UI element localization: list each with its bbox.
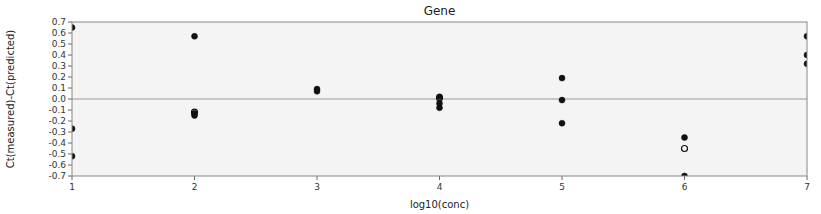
open-point — [682, 146, 688, 152]
open-point — [437, 95, 443, 101]
x-tick — [439, 176, 440, 180]
y-tick — [68, 44, 72, 45]
x-tick-label: 3 — [314, 182, 320, 192]
y-tick-label: -0.2 — [48, 116, 66, 126]
y-tick-label: -0.3 — [48, 127, 66, 137]
point — [314, 88, 320, 94]
y-tick — [68, 110, 72, 111]
y-tick-label: -0.7 — [48, 171, 66, 181]
y-tick — [68, 121, 72, 122]
x-tick — [72, 176, 73, 180]
x-tick-label: 4 — [437, 182, 443, 192]
open-point — [192, 109, 198, 115]
y-tick — [68, 165, 72, 166]
point — [192, 33, 198, 39]
y-tick-label: -0.4 — [48, 138, 66, 148]
y-tick-label: -0.1 — [48, 105, 66, 115]
point — [559, 97, 565, 103]
x-tick-label: 1 — [69, 182, 75, 192]
y-tick-label: 0.3 — [52, 61, 66, 71]
plot-frame — [72, 22, 807, 176]
y-tick-label: 0.0 — [52, 94, 67, 104]
x-tick-label: 5 — [559, 182, 565, 192]
y-tick — [68, 33, 72, 34]
y-tick-label: -0.5 — [48, 149, 66, 159]
y-tick — [68, 154, 72, 155]
y-axis-label: Ct(measured)-Ct(predicted) — [5, 30, 16, 169]
y-tick-label: 0.7 — [52, 17, 66, 27]
x-tick — [317, 176, 318, 180]
y-tick-label: 0.4 — [52, 50, 67, 60]
title: Gene — [424, 4, 456, 18]
axes: 1234567-0.7-0.6-0.5-0.4-0.3-0.2-0.10.00.… — [48, 17, 809, 192]
y-tick — [68, 88, 72, 89]
point — [559, 75, 565, 81]
x-tick-label: 7 — [804, 182, 810, 192]
y-tick — [68, 132, 72, 133]
y-tick — [68, 77, 72, 78]
point — [682, 135, 688, 141]
y-tick — [68, 66, 72, 67]
y-tick — [68, 55, 72, 56]
y-tick — [68, 22, 72, 23]
point — [559, 120, 565, 126]
chart: Gene1234567-0.7-0.6-0.5-0.4-0.3-0.2-0.10… — [0, 0, 821, 214]
point — [437, 105, 443, 111]
plot-area — [72, 25, 807, 177]
x-tick — [194, 176, 195, 180]
y-tick — [68, 143, 72, 144]
y-tick-label: 0.6 — [52, 28, 67, 38]
x-axis-label: log10(conc) — [410, 199, 469, 210]
x-tick — [684, 176, 685, 180]
y-tick-label: -0.6 — [48, 160, 66, 170]
y-tick-label: 0.5 — [52, 39, 66, 49]
y-tick — [68, 176, 72, 177]
y-tick-label: 0.1 — [52, 83, 66, 93]
x-tick — [562, 176, 563, 180]
y-tick-label: 0.2 — [52, 72, 66, 82]
x-tick-label: 6 — [682, 182, 688, 192]
x-tick-label: 2 — [192, 182, 198, 192]
y-tick — [68, 99, 72, 100]
plot-background — [72, 22, 807, 176]
x-tick — [807, 176, 808, 180]
